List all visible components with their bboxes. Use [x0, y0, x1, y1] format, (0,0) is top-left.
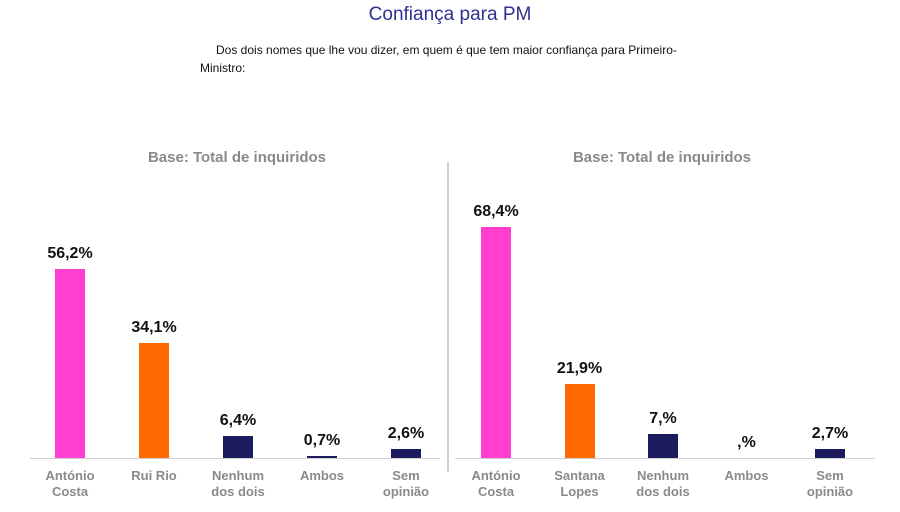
question: Dos dois nomes que lhe vou dizer, em que… [200, 43, 677, 75]
bar [307, 455, 337, 458]
bar [815, 448, 845, 458]
value-label: 68,4% [473, 203, 519, 221]
divider [447, 162, 449, 472]
panel-subtitle: Base: Total de inquiridos [147, 149, 327, 166]
bar [481, 227, 511, 458]
value-label: 2,7% [811, 424, 849, 442]
category-label: Ambos [299, 468, 345, 483]
bar [391, 449, 421, 458]
bar [223, 436, 253, 458]
value-label: 21,9% [556, 360, 603, 378]
value-label: 2,6% [387, 425, 425, 443]
baseline [30, 458, 440, 459]
category-label: António Costa [45, 468, 95, 499]
value-label: 56,2% [47, 244, 93, 262]
category-label: António Costa [471, 468, 521, 499]
panel-subtitle: Base: Total de inquiridos [572, 149, 752, 166]
baseline [455, 458, 875, 459]
bar [139, 343, 169, 458]
category-label: Rui Rio [131, 468, 177, 483]
value-label: 7,% [649, 410, 677, 428]
category-label: Ambos [724, 468, 769, 483]
value-label: 34,1% [131, 319, 177, 337]
bar [55, 268, 85, 458]
bar [648, 434, 678, 458]
bar [564, 384, 595, 458]
value-label: ,% [737, 434, 756, 451]
category-label: Nenhum dos dois [636, 468, 690, 499]
category-label: Nenhum dos dois [211, 468, 265, 499]
title: Confiança para PM [368, 4, 532, 25]
category-label: Santana Lopes [554, 468, 605, 499]
category-label: Sem opinião [382, 468, 430, 499]
category-label: Sem opinião [806, 468, 854, 499]
value-label: 0,7% [303, 431, 341, 449]
value-label: 6,4% [219, 412, 257, 430]
